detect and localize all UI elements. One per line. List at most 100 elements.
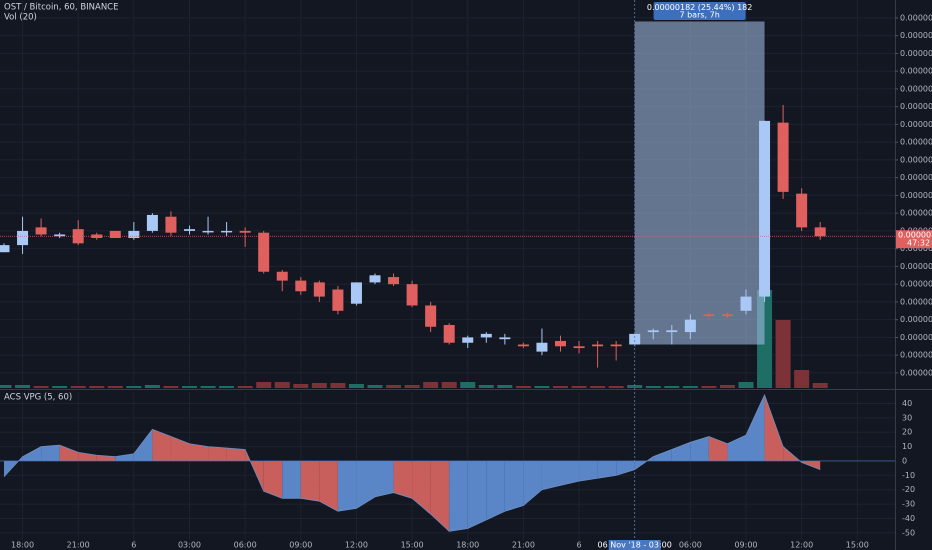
volume-bar [256, 382, 272, 388]
measure-label: 0.00000182 (25.44%) 182 [647, 3, 752, 12]
area-segment [504, 460, 524, 512]
y-tick-label: 0 [902, 456, 907, 465]
y-tick-label: 0.00000830 [900, 138, 932, 147]
y-tick-label: 0.00000820 [900, 155, 932, 164]
measure-label-box [653, 2, 746, 20]
y-tick-label: -40 [902, 514, 915, 523]
candle-body [666, 330, 678, 333]
candle-body [239, 230, 251, 233]
crosshair-label: 06 Nov '18 - 03:00 [598, 541, 672, 550]
y-tick-label: 0.00000880 [900, 49, 932, 58]
measure-box [634, 21, 765, 345]
candle-body [35, 227, 47, 235]
area-segment [152, 429, 171, 461]
x-tick-label: 21:00 [512, 541, 535, 550]
volume-bar [404, 385, 420, 388]
candle-body [388, 277, 400, 285]
area-segment [560, 460, 580, 486]
area-segment [208, 446, 227, 461]
area-segment [449, 460, 468, 532]
x-tick-label: 18:00 [456, 541, 479, 550]
indicator-title: ACS VPG (5, 60) [4, 393, 72, 403]
area-segment [22, 446, 42, 461]
x-tick-label: 6 [131, 541, 136, 550]
volume-bar [0, 385, 12, 388]
x-tick-label: 12:00 [790, 541, 813, 550]
area-segment [263, 460, 283, 499]
x-tick-label: 06:00 [679, 541, 702, 550]
volume-bar [423, 382, 439, 388]
x-tick-label: 21:00 [67, 541, 90, 550]
y-tick-label: 0.00000860 [900, 84, 932, 93]
x-tick-label: 09:00 [289, 541, 312, 550]
measure-bars: 7 bars, 7h [679, 11, 719, 20]
candle-body [202, 230, 214, 233]
y-tick-label: 0.00000870 [900, 67, 932, 76]
volume-bar [107, 386, 123, 388]
volume-bar [386, 385, 402, 388]
volume-bar [645, 386, 661, 388]
area-segment [690, 436, 709, 461]
volume-bar [627, 385, 643, 388]
candle-body [592, 344, 604, 347]
volume-bar [15, 385, 31, 388]
volume-bar [719, 385, 735, 388]
crosshair-label-box [608, 540, 661, 550]
volume-bar [608, 386, 624, 388]
candle-body [610, 344, 622, 347]
candle-body [109, 230, 121, 239]
candle-body [740, 296, 752, 311]
area-segment [337, 460, 357, 512]
volume-bar [52, 386, 68, 388]
area-segment [597, 460, 617, 479]
volume-bar [553, 386, 568, 388]
indicator-line [3, 393, 821, 532]
y-tick-label: 0.00000840 [900, 120, 932, 129]
volume-bar [311, 383, 327, 388]
last-price-label: 0.00000777 [898, 231, 932, 240]
candle-body [332, 289, 344, 311]
x-tick-label: 12:00 [345, 541, 368, 550]
volume-bar [441, 382, 457, 388]
volume-bar [367, 385, 383, 388]
area-segment [486, 460, 505, 520]
area-segment [41, 445, 60, 461]
candle-body [276, 271, 288, 281]
volume-bar [664, 386, 680, 388]
area-segment [541, 460, 561, 490]
area-segment [671, 442, 691, 461]
volume-bar [348, 384, 364, 388]
area-segment [375, 460, 394, 497]
area-segment [133, 429, 153, 461]
y-tick-label: -50 [902, 528, 915, 537]
area-segment [616, 460, 635, 476]
x-tick-label: 06:00 [234, 541, 257, 550]
area-segment [430, 460, 450, 532]
y-tick-label: 30 [902, 413, 912, 422]
volume-bar [590, 386, 606, 388]
area-segment [78, 452, 97, 461]
candle-body [796, 193, 808, 228]
volume-bar [293, 384, 309, 388]
area-segment [282, 460, 301, 499]
y-tick-label: 0.00000890 [900, 31, 932, 40]
volume-bar [478, 385, 494, 388]
area-segment [170, 436, 190, 461]
candle-body [295, 280, 307, 292]
x-tick-label: 18:00 [11, 541, 34, 550]
x-tick-label: 15:00 [401, 541, 424, 550]
y-tick-label: 0.00000760 [900, 262, 932, 271]
volume-bar [70, 386, 86, 388]
volume-bar [182, 386, 197, 388]
y-tick-label: 0.00000730 [900, 315, 932, 324]
volume-bar [33, 386, 49, 388]
y-tick-label: 20 [902, 428, 912, 437]
volume-bar [200, 386, 216, 388]
volume-bar [237, 386, 253, 388]
area-segment [393, 460, 413, 499]
candle-body [0, 245, 10, 253]
y-tick-label: 0.00000790 [900, 209, 932, 218]
x-tick-label: 09:00 [734, 541, 757, 550]
candle-body [536, 342, 548, 352]
area-segment [356, 460, 375, 509]
